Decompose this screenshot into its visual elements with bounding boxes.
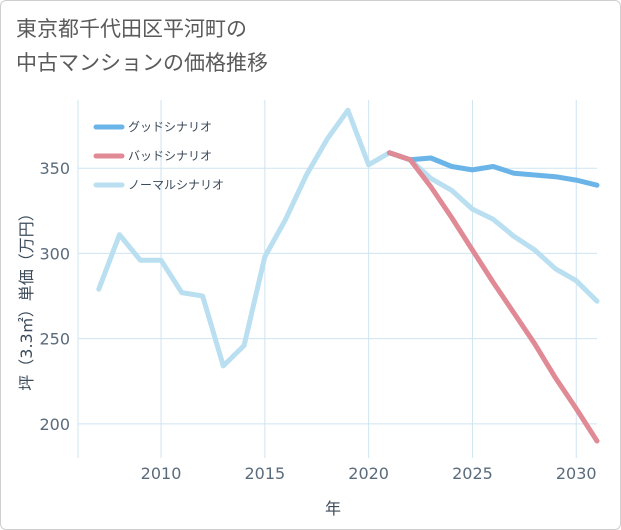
x-tick-label: 2020: [348, 464, 389, 483]
y-axis-ticks: 200 250 300 350: [39, 159, 70, 434]
y-tick-label: 250: [39, 330, 70, 349]
series-line: [386, 150, 600, 188]
series-line: [386, 150, 600, 444]
legend-label: ノーマルシナリオ: [128, 178, 224, 192]
series-lines: [96, 107, 600, 444]
chart-title: 東京都千代田区平河町の 中古マンションの価格推移: [16, 17, 268, 75]
x-tick-label: 2030: [556, 464, 597, 483]
y-tick-label: 300: [39, 244, 70, 263]
y-tick-label: 200: [39, 415, 70, 434]
series-line: [96, 107, 600, 369]
y-axis-label: 坪（3.3㎡）単価（万円）: [17, 205, 36, 390]
legend-label: バッドシナリオ: [128, 149, 212, 163]
x-tick-label: 2015: [244, 464, 285, 483]
x-axis-ticks: 2010 2015 2020 2025 2030: [141, 464, 597, 483]
legend-label: グッドシナリオ: [128, 120, 212, 134]
x-tick-label: 2025: [452, 464, 493, 483]
y-tick-label: 350: [39, 159, 70, 178]
x-axis-label: 年: [325, 499, 341, 518]
x-tick-label: 2010: [141, 464, 182, 483]
